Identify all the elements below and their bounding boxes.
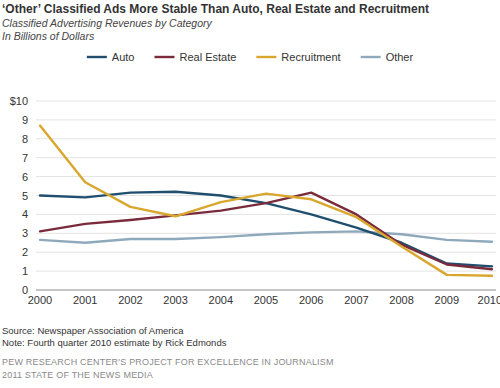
legend: Auto Real Estate Recruitment Other [87, 51, 414, 63]
y-axis-label: In Billions of Dollars [2, 30, 95, 42]
y-axis-line [36, 101, 37, 290]
y-tick-label: 3 [22, 227, 28, 239]
legend-label: Other [386, 51, 414, 63]
legend-label: Real Estate [179, 51, 236, 63]
subtitle: Classified Advertising Revenues by Categ… [2, 17, 212, 29]
note: Source: Newspaper Association of America [2, 325, 184, 336]
x-tick-label: 2001 [73, 294, 97, 306]
chart: ‘Other’ Classified Ads More Stable Than … [0, 0, 500, 388]
x-tick-label: 2005 [254, 294, 278, 306]
grid-line [36, 271, 496, 272]
legend-label: Auto [112, 51, 135, 63]
grid-line [36, 101, 496, 102]
x-axis-line [36, 290, 496, 291]
note: Note: Fourth quarter 2010 estimate by Ri… [2, 337, 227, 348]
series-line [40, 193, 492, 270]
legend-swatch [154, 56, 174, 58]
x-tick-label: 2000 [28, 294, 52, 306]
series-group [40, 126, 492, 276]
x-tick-label: 2006 [299, 294, 323, 306]
y-tick-label: 9 [22, 114, 28, 126]
grid-line [36, 176, 496, 177]
grid-line [36, 157, 496, 158]
legend-label: Recruitment [281, 51, 340, 63]
title: ‘Other’ Classified Ads More Stable Than … [2, 2, 429, 16]
y-tick-label: $10 [10, 95, 28, 107]
y-tick-label: 5 [22, 190, 28, 202]
x-tick-label: 2002 [118, 294, 142, 306]
series-line [40, 231, 492, 242]
legend-swatch [361, 56, 381, 58]
legend-swatch [256, 56, 276, 58]
grid-line [36, 290, 496, 291]
x-tick-label: 2007 [344, 294, 368, 306]
grid-line [36, 252, 496, 253]
credit: 2011 STATE OF THE NEWS MEDIA [2, 370, 153, 380]
y-tick-label: 8 [22, 133, 28, 145]
credit: PEW RESEARCH CENTER'S PROJECT FOR EXCELL… [2, 357, 334, 367]
x-tick-label: 2008 [389, 294, 413, 306]
x-tick-label: 2004 [209, 294, 233, 306]
y-tick-label: 1 [22, 265, 28, 277]
y-tick-label: 6 [22, 171, 28, 183]
y-tick-label: 4 [22, 208, 28, 220]
grid-line [36, 138, 496, 139]
grid [36, 101, 496, 290]
y-tick-label: 2 [22, 246, 28, 258]
x-tick-label: 2003 [163, 294, 187, 306]
grid-line [36, 119, 496, 120]
x-tick-label: 2010* [478, 294, 500, 306]
legend-swatch [87, 56, 107, 58]
y-tick-label: 7 [22, 152, 28, 164]
x-tick-label: 2009 [435, 294, 459, 306]
series-line [40, 126, 492, 276]
grid-line [36, 214, 496, 215]
